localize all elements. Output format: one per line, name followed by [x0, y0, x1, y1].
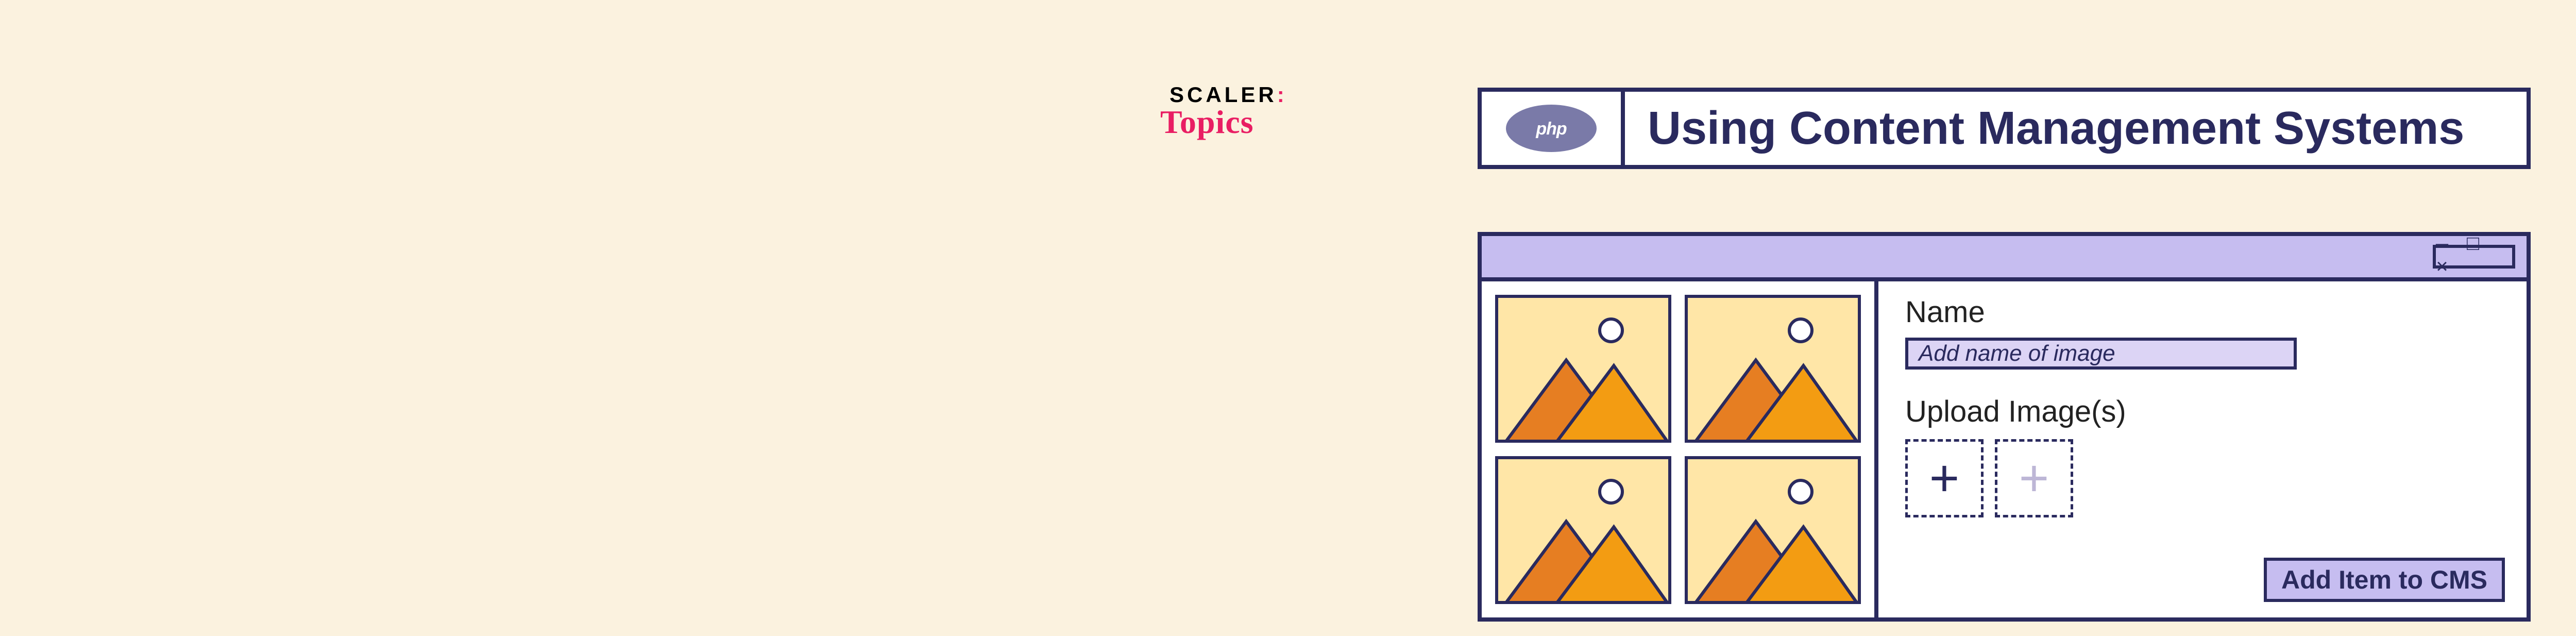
gallery-thumb[interactable] — [1685, 295, 1861, 443]
cms-window: — □ × — [1478, 232, 2531, 622]
plus-icon: + — [1929, 453, 1959, 504]
window-controls[interactable]: — □ × — [2433, 245, 2515, 269]
image-placeholder-mountain-icon — [1498, 508, 1668, 604]
upload-label: Upload Image(s) — [1905, 394, 2500, 429]
image-placeholder-mountain-icon — [1688, 508, 1858, 604]
image-placeholder-sun-icon — [1788, 479, 1814, 505]
name-label: Name — [1905, 295, 2500, 329]
scaler-topics-logo: SCALER: Topics — [1170, 82, 1287, 141]
title-bar: php Using Content Management Systems — [1478, 88, 2531, 169]
php-icon: php — [1505, 104, 1598, 153]
upload-slot[interactable]: + — [1905, 439, 1984, 517]
name-input[interactable]: Add name of image — [1905, 338, 2297, 370]
image-placeholder-mountain-icon — [1688, 346, 1858, 443]
image-gallery — [1482, 281, 1878, 617]
window-chrome: — □ × — [1482, 236, 2527, 281]
upload-slot[interactable]: + — [1995, 439, 2073, 517]
php-badge-cell: php — [1482, 92, 1625, 165]
image-placeholder-mountain-icon — [1498, 346, 1668, 443]
cms-form: Name Add name of image Upload Image(s) +… — [1878, 281, 2527, 617]
page-title: Using Content Management Systems — [1625, 92, 2527, 165]
plus-icon: + — [2019, 453, 2049, 504]
gallery-thumb[interactable] — [1495, 295, 1671, 443]
image-placeholder-sun-icon — [1788, 317, 1814, 343]
svg-text:php: php — [1535, 119, 1567, 139]
add-item-button[interactable]: Add Item to CMS — [2264, 558, 2505, 602]
image-placeholder-sun-icon — [1598, 479, 1624, 505]
gallery-thumb[interactable] — [1495, 456, 1671, 604]
gallery-thumb[interactable] — [1685, 456, 1861, 604]
image-placeholder-sun-icon — [1598, 317, 1624, 343]
